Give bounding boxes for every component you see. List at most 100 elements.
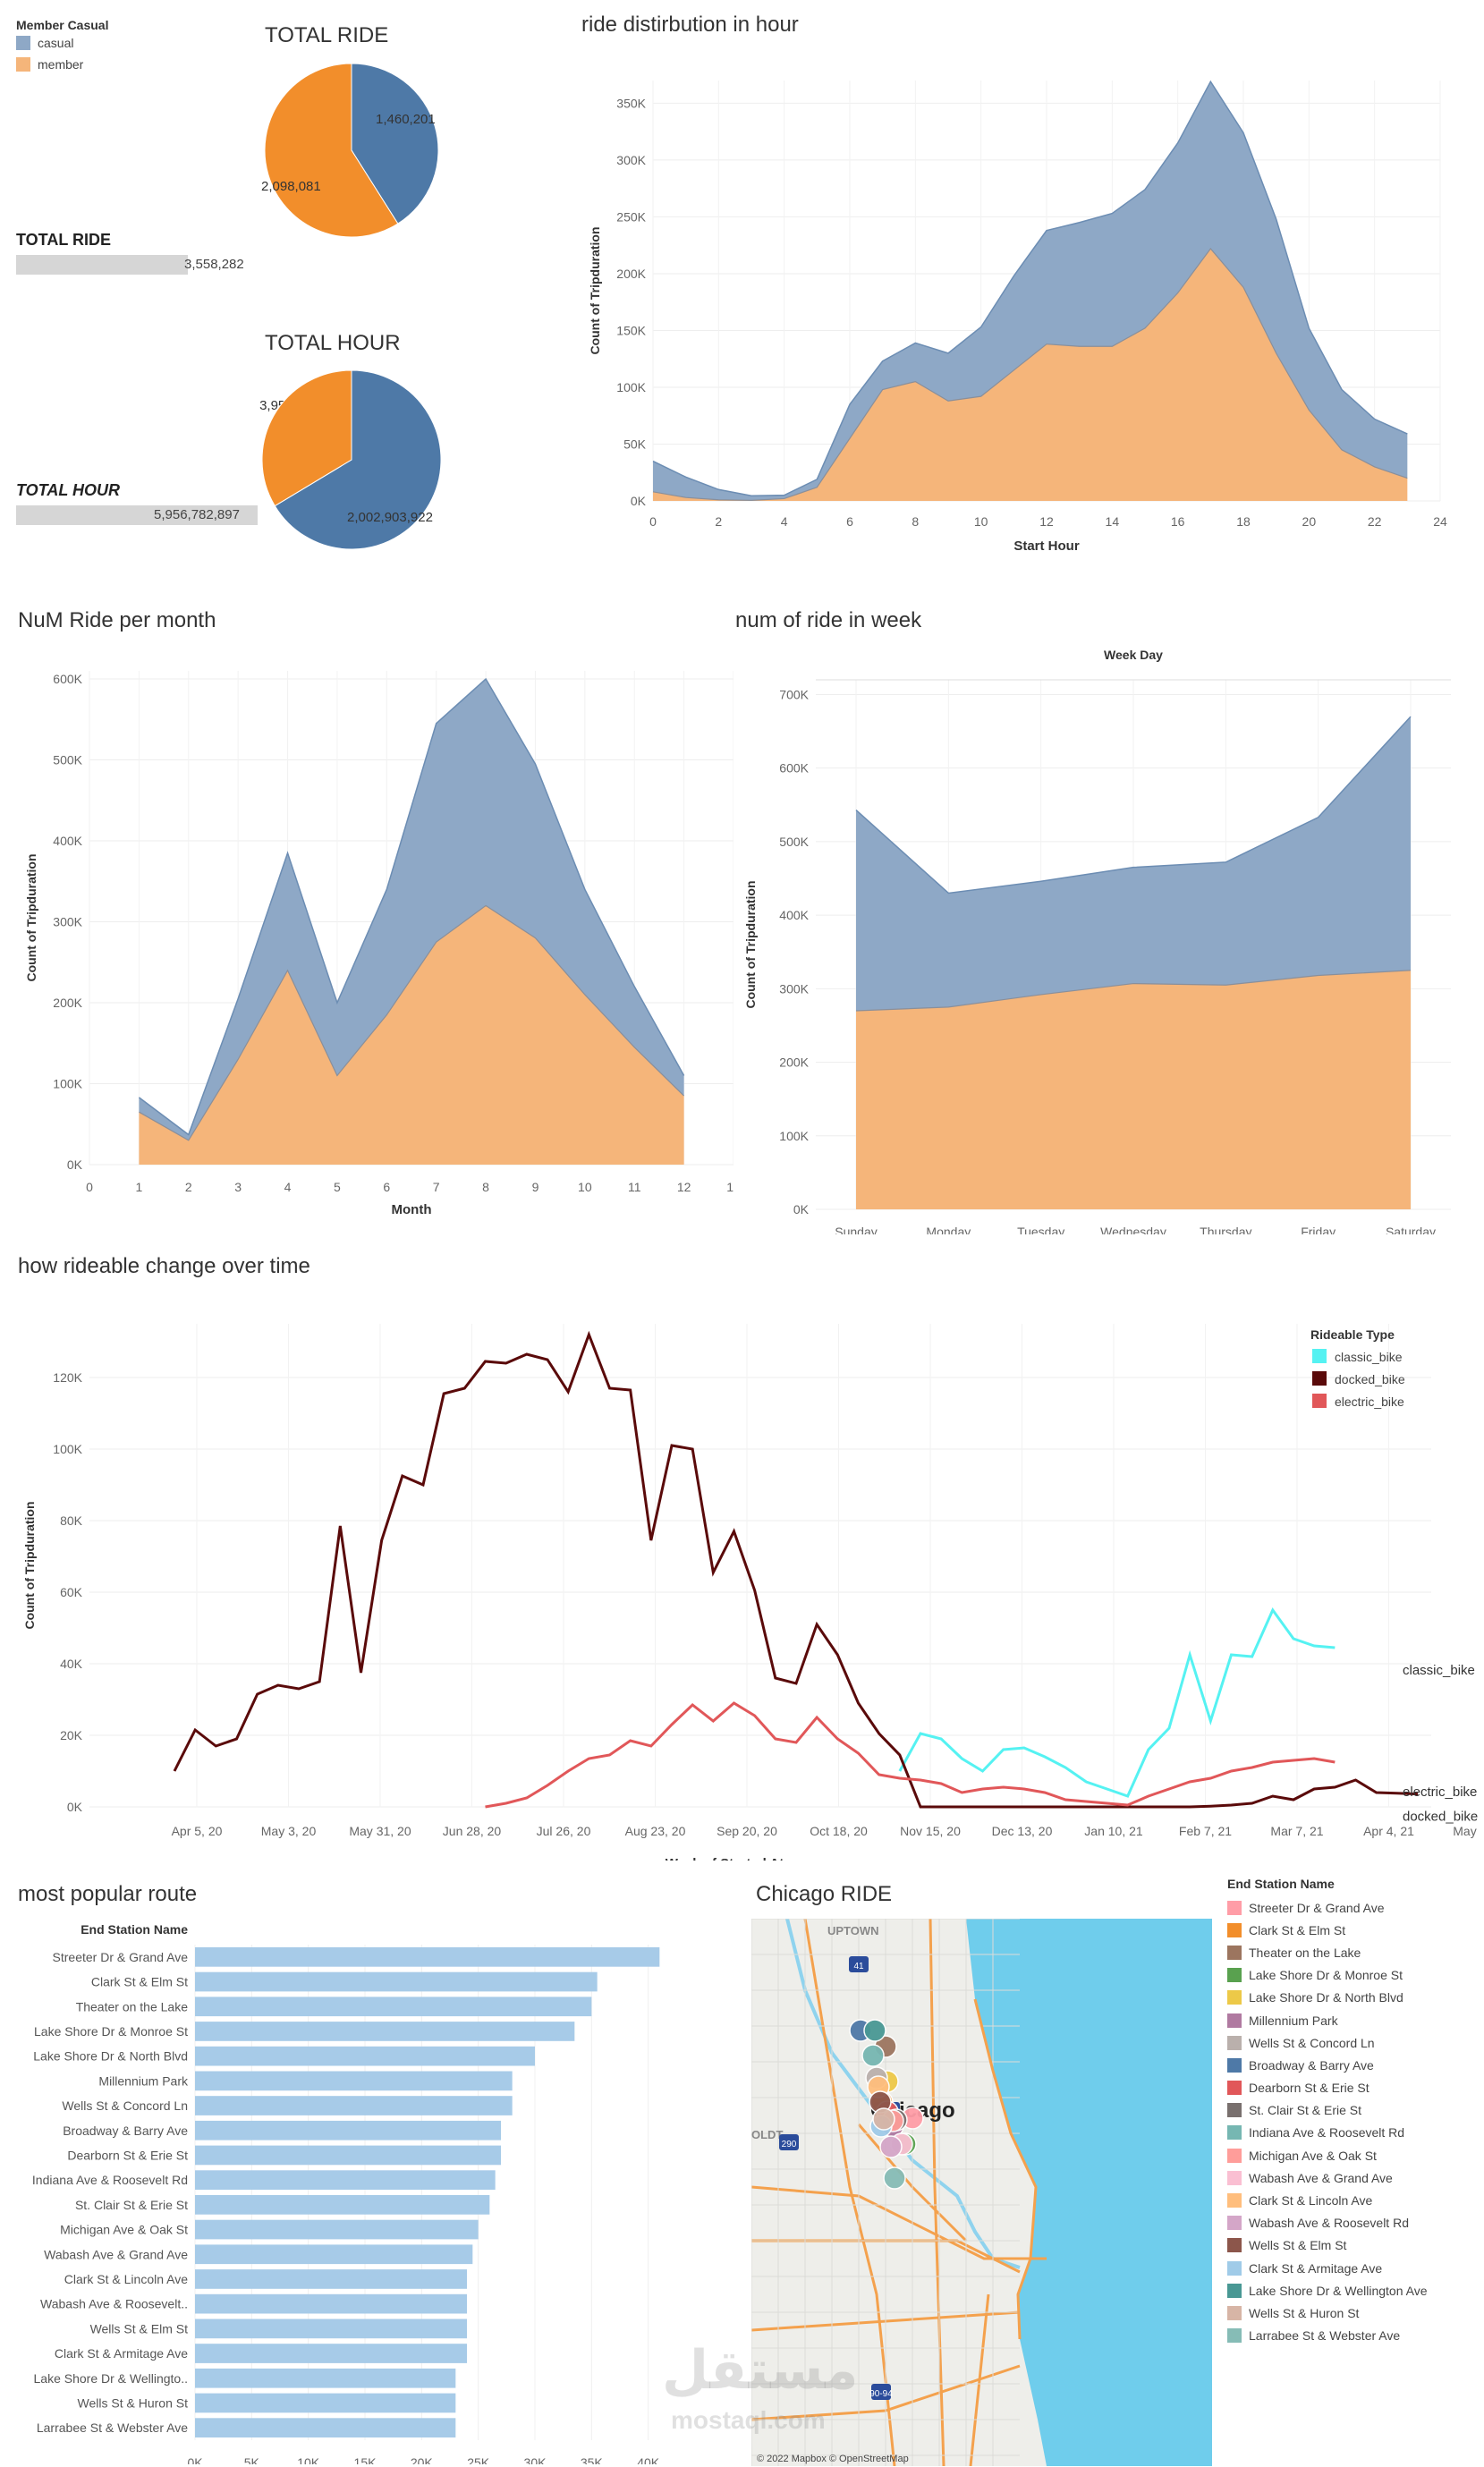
line-casual (138, 677, 685, 1136)
legend-item-casual[interactable]: casual (16, 32, 108, 54)
watermark-logo: مستقل (662, 2340, 859, 2400)
y-tick-label: 100K (779, 1129, 809, 1143)
route-label: Wells St & Elm St (90, 2321, 189, 2336)
station-legend-item[interactable]: Michigan Ave & Oak St (1227, 2144, 1478, 2166)
y-axis-label: Count of Tripduration (743, 880, 758, 1008)
route-label: Lake Shore Dr & Wellingto.. (34, 2371, 189, 2386)
route-bar (195, 1947, 660, 1967)
station-legend-item[interactable]: Wells St & Concord Ln (1227, 2031, 1478, 2054)
route-label: Millennium Park (98, 2073, 189, 2088)
station-legend-label: Broadway & Barry Ave (1249, 2057, 1374, 2073)
route-bar (195, 1996, 592, 2017)
x-tick-label: 8 (912, 514, 919, 529)
station-legend-item[interactable]: St. Clair St & Erie St (1227, 2099, 1478, 2122)
chicago-map[interactable]: UPTOWNOLDTChicago414129090-94© 2022 Mapb… (751, 1919, 1212, 2466)
pie-label-member: 2,098,081 (261, 179, 321, 194)
y-tick-label: 40K (60, 1657, 83, 1671)
station-legend-item[interactable]: Larrabee St & Webster Ave (1227, 2325, 1478, 2347)
station-legend-item[interactable]: Clark St & Lincoln Ave (1227, 2189, 1478, 2211)
route-label: Lake Shore Dr & Monroe St (34, 2024, 188, 2039)
x-tick-label: 30K (524, 2455, 547, 2464)
route-label: Streeter Dr & Grand Ave (53, 1950, 189, 1964)
y-axis-label: Count of Tripduration (588, 226, 602, 354)
station-swatch (1227, 2283, 1242, 2298)
x-axis-label: Week of Started At (666, 1856, 784, 1861)
x-tick-label: 2 (185, 1180, 192, 1194)
station-legend-label: St. Clair St & Erie St (1249, 2103, 1362, 2118)
station-legend-item[interactable]: Dearborn St & Erie St (1227, 2077, 1478, 2099)
x-tick-label: 22 (1368, 514, 1382, 529)
legend-label-docked_bike: docked_bike (1335, 1372, 1405, 1386)
map-label-uptown: UPTOWN (827, 1924, 879, 1937)
ride-month-chart: 0K 100K 200K 300K 400K 500K 600K Count of Tripd… (24, 671, 734, 1217)
route-bar (195, 2293, 467, 2314)
station-legend-item[interactable]: Clark St & Elm St (1227, 1919, 1478, 1941)
x-tick-label: 0 (86, 1180, 93, 1194)
x-tick-label: Monday (926, 1225, 971, 1234)
route-label: Wells St & Concord Ln (62, 2098, 188, 2113)
legend-swatch-electric_bike (1312, 1394, 1327, 1408)
station-legend-item[interactable]: Wells St & Elm St (1227, 2234, 1478, 2257)
x-tick-label: 7 (433, 1180, 440, 1194)
x-tick-label: Saturday (1386, 1225, 1436, 1234)
y-tick-label: 600K (779, 761, 809, 776)
legend-label-classic_bike: classic_bike (1335, 1350, 1403, 1364)
station-swatch (1227, 2035, 1242, 2050)
legend-swatch-classic_bike (1312, 1349, 1327, 1363)
pie-slice-member (261, 369, 352, 507)
highway-shield-label: 41 (853, 1962, 864, 1971)
station-legend-item[interactable]: Wabash Ave & Grand Ave (1227, 2166, 1478, 2189)
area-casual (139, 679, 684, 1140)
station-legend-item[interactable]: Millennium Park (1227, 2009, 1478, 2031)
map-title: Chicago RIDE (756, 1882, 893, 1906)
station-legend-item[interactable]: Lake Shore Dr & North Blvd (1227, 1987, 1478, 2009)
line-casual (855, 716, 1412, 894)
station-swatch (1227, 2013, 1242, 2028)
y-tick-label: 20K (60, 1728, 83, 1742)
route-bar (195, 2071, 513, 2091)
station-swatch (1227, 2238, 1242, 2253)
station-swatch (1227, 2193, 1242, 2208)
ride-week-chart: 0K 100K 200K 300K 400K 500K 600K 700K Count of T… (743, 648, 1451, 1234)
station-swatch (1227, 2170, 1242, 2185)
total-ride-pie-title: TOTAL RIDE (265, 23, 389, 47)
station-legend-item[interactable]: Lake Shore Dr & Wellington Ave (1227, 2279, 1478, 2302)
station-dot (879, 2135, 903, 2158)
station-legend-item[interactable]: Wabash Ave & Roosevelt Rd (1227, 2212, 1478, 2234)
station-legend-item[interactable]: Lake Shore Dr & Monroe St (1227, 1964, 1478, 1987)
route-bar (195, 2145, 501, 2166)
y-tick-label: 0K (793, 1202, 810, 1217)
x-tick-label: 4 (284, 1180, 292, 1194)
line-member (855, 970, 1412, 1012)
station-swatch (1227, 2125, 1242, 2141)
watermark-sub: mostaql.com (671, 2406, 826, 2434)
station-legend-label: Michigan Ave & Oak St (1249, 2148, 1377, 2163)
x-tick-label: 40K (637, 2455, 660, 2464)
station-legend-item[interactable]: Clark St & Armitage Ave (1227, 2257, 1478, 2279)
station-legend-item[interactable]: Wells St & Huron St (1227, 2302, 1478, 2324)
station-legend-item[interactable]: Broadway & Barry Ave (1227, 2054, 1478, 2076)
y-tick-label: 250K (616, 209, 646, 224)
station-legend-label: Wells St & Elm St (1249, 2238, 1347, 2253)
y-tick-label: 100K (616, 380, 646, 394)
total-ride-kpi-label: TOTAL RIDE (16, 231, 112, 249)
total-ride-kpi-bar (16, 255, 188, 275)
total-hour-kpi-bar (16, 505, 258, 525)
station-swatch (1227, 1945, 1242, 1960)
y-tick-label: 0K (631, 494, 647, 508)
legend-item-member[interactable]: member (16, 54, 108, 75)
station-legend-item[interactable]: Indiana Ave & Roosevelt Rd (1227, 2122, 1478, 2144)
x-tick-label: 12 (1039, 514, 1054, 529)
x-tick-label: 24 (1433, 514, 1447, 529)
station-legend-item[interactable]: Theater on the Lake (1227, 1941, 1478, 1963)
station-dot (883, 2166, 906, 2190)
station-legend-title: End Station Name (1227, 1877, 1335, 1891)
station-legend-label: Dearborn St & Erie St (1249, 2081, 1370, 2096)
legend-swatch-docked_bike (1312, 1371, 1327, 1386)
station-legend-item[interactable]: Streeter Dr & Grand Ave (1227, 1896, 1478, 1919)
x-tick-label: Jul 26, 20 (537, 1824, 591, 1838)
x-tick-label: Mar 7, 21 (1270, 1824, 1323, 1838)
station-swatch (1227, 1990, 1242, 2005)
highway-shield (871, 2384, 891, 2400)
route-label: Dearborn St & Erie St (67, 2148, 188, 2162)
